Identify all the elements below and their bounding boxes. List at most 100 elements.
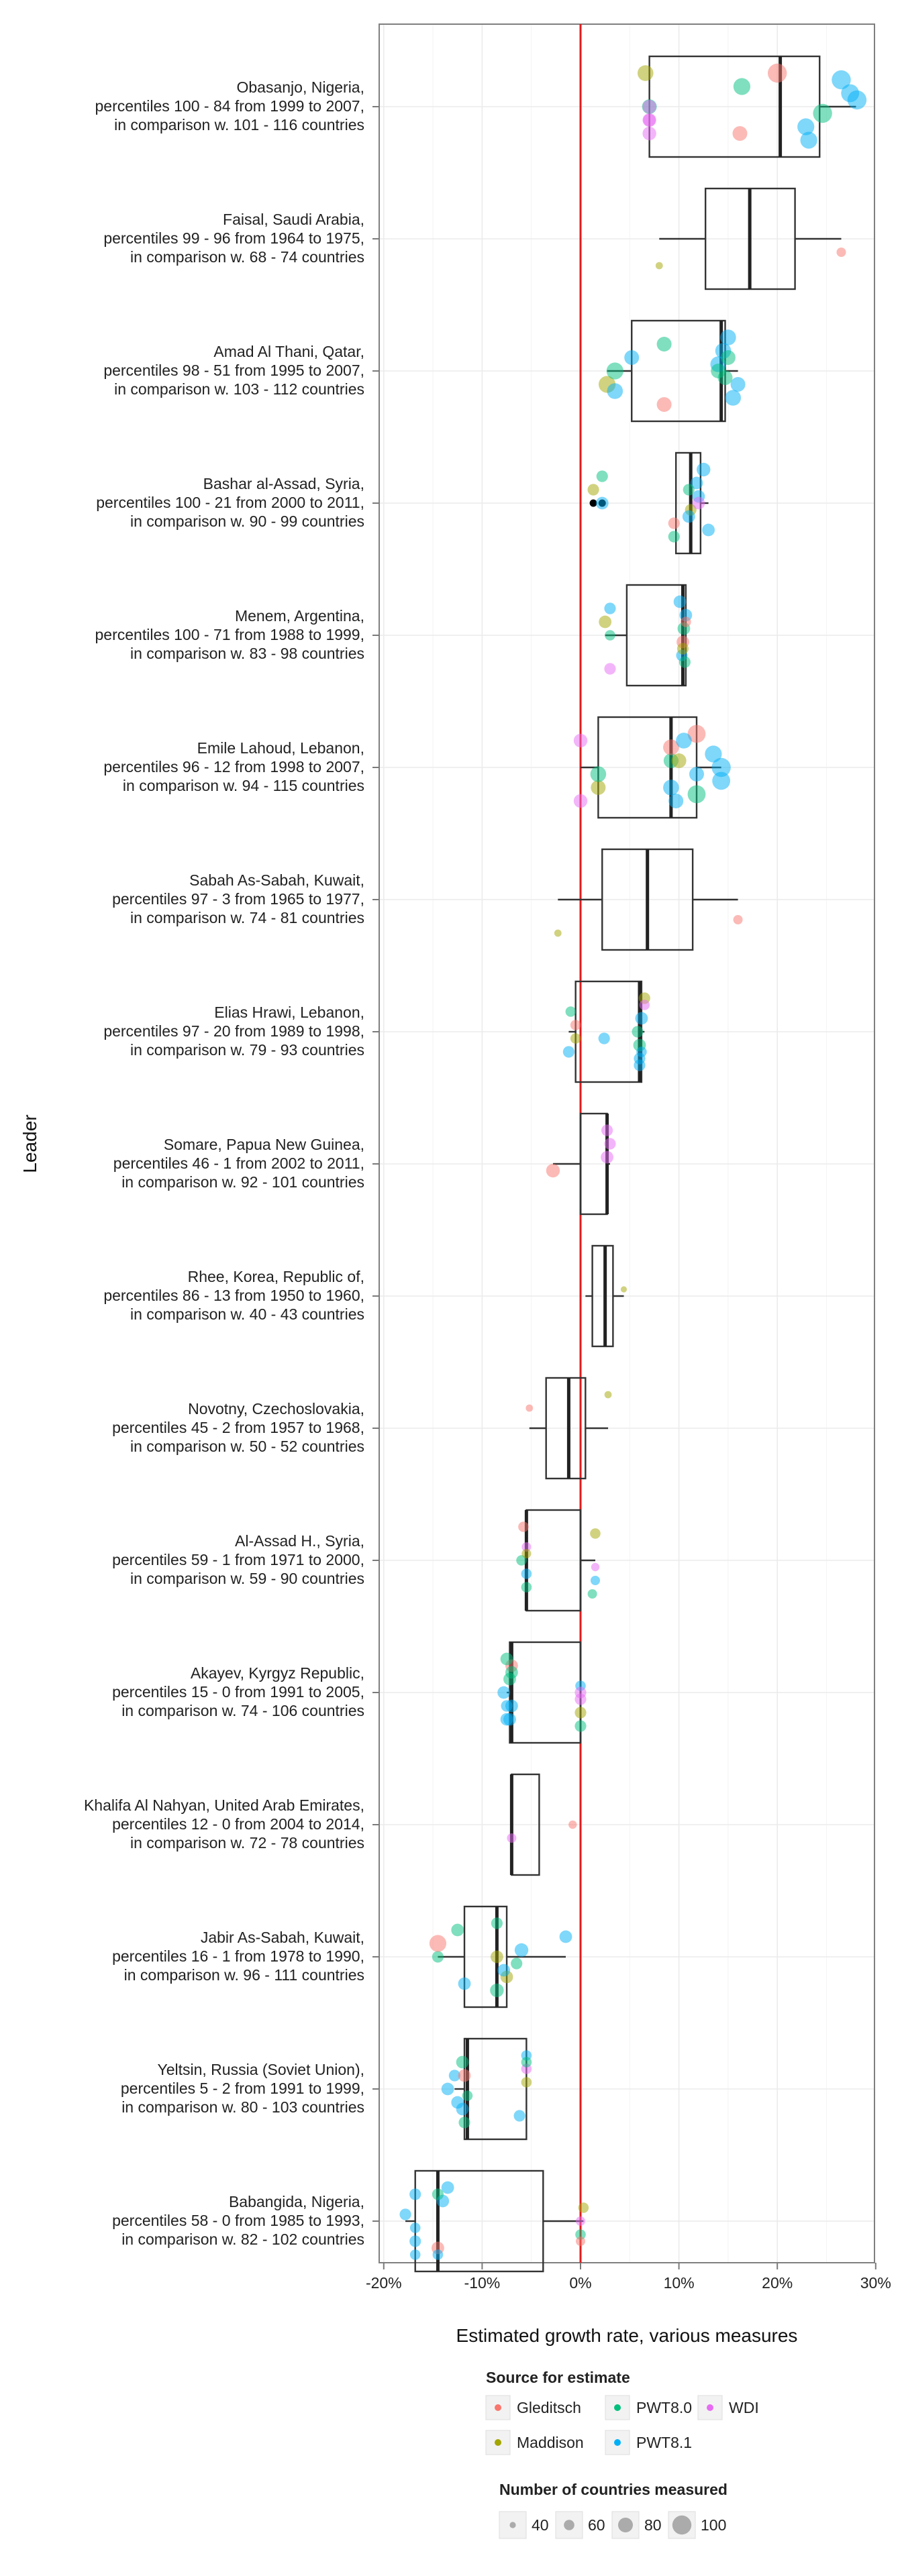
leader-label: in comparison w. 68 - 74 countries xyxy=(130,248,364,266)
estimate-point xyxy=(456,2055,469,2069)
estimate-point xyxy=(620,1286,628,1293)
x-axis: -20% -10% 0% 10% 20% 30% xyxy=(366,2263,891,2292)
legend-size-swatch xyxy=(618,2518,633,2532)
estimate-point xyxy=(573,794,588,808)
x-tick-label: -20% xyxy=(366,2274,402,2292)
estimate-point xyxy=(671,753,687,768)
estimate-point xyxy=(505,1666,518,1679)
estimate-point xyxy=(575,2229,586,2240)
legend-swatch xyxy=(614,2404,621,2411)
leader-label: percentiles 97 - 3 from 1965 to 1977, xyxy=(112,890,364,908)
estimate-point xyxy=(574,1720,587,1732)
estimate-point xyxy=(690,476,703,490)
estimate-point xyxy=(490,1950,503,1964)
estimate-point xyxy=(578,2202,589,2213)
estimate-point xyxy=(500,1652,513,1666)
estimate-point xyxy=(521,1568,532,1579)
leader-label: in comparison w. 50 - 52 countries xyxy=(130,1438,364,1455)
y-axis-title: Leader xyxy=(19,1114,40,1173)
estimate-point xyxy=(491,1917,503,1929)
estimate-point xyxy=(813,103,832,123)
estimate-point xyxy=(598,1032,610,1044)
estimate-point xyxy=(642,113,656,127)
outlier-point xyxy=(589,499,597,507)
estimate-point xyxy=(570,1033,581,1044)
estimate-point xyxy=(546,1163,560,1178)
estimate-point xyxy=(668,794,684,808)
estimate-point xyxy=(637,65,654,81)
x-tick-label: 30% xyxy=(860,2274,891,2292)
estimate-point xyxy=(604,663,616,675)
estimate-point xyxy=(642,99,656,114)
estimate-point xyxy=(836,248,846,257)
estimate-point xyxy=(521,1549,532,1558)
estimate-point xyxy=(720,329,736,345)
estimate-point xyxy=(497,1686,511,1699)
estimate-point xyxy=(451,1923,464,1937)
leader-label: percentiles 97 - 20 from 1989 to 1998, xyxy=(103,1022,364,1040)
estimate-point xyxy=(576,2216,585,2226)
estimate-point xyxy=(712,771,731,790)
estimate-point xyxy=(711,364,726,378)
estimate-point xyxy=(656,397,672,412)
estimate-point xyxy=(451,2096,464,2109)
estimate-point xyxy=(513,2110,525,2122)
leader-label: percentiles 100 - 21 from 2000 to 2011, xyxy=(96,494,364,511)
estimate-point xyxy=(458,1977,471,1990)
estimate-point xyxy=(605,630,615,641)
estimate-point xyxy=(601,1150,613,1164)
leader-label: percentiles 99 - 96 from 1964 to 1975, xyxy=(103,229,364,247)
x-tick-label: -10% xyxy=(464,2274,501,2292)
leader-label: Rhee, Korea, Republic of, xyxy=(188,1268,364,1285)
legend-size-title: Number of countries measured xyxy=(499,2481,728,2498)
estimate-point xyxy=(587,484,599,496)
estimate-point xyxy=(590,1576,600,1585)
leader-label: Novotny, Czechoslovakia, xyxy=(188,1400,364,1417)
leader-label: percentiles 16 - 1 from 1978 to 1990, xyxy=(112,1947,364,1965)
estimate-point xyxy=(606,362,623,380)
estimate-point xyxy=(591,1562,600,1572)
estimate-point xyxy=(432,2188,444,2200)
legend-label: Maddison xyxy=(517,2434,584,2451)
estimate-point xyxy=(591,780,606,795)
estimate-point xyxy=(604,1391,612,1399)
estimate-point xyxy=(525,1404,534,1412)
x-tick-label: 10% xyxy=(664,2274,695,2292)
legend-label: PWT8.0 xyxy=(636,2399,692,2416)
estimate-point xyxy=(663,739,679,755)
estimate-point xyxy=(490,1983,504,1998)
estimate-point xyxy=(503,1713,516,1726)
estimate-point xyxy=(399,2208,411,2220)
leader-label: Babangida, Nigeria, xyxy=(229,2193,364,2210)
box-iqr xyxy=(545,1377,587,1480)
estimate-point xyxy=(432,1951,444,1963)
leader-label: in comparison w. 94 - 115 countries xyxy=(123,777,364,794)
estimate-point xyxy=(458,2116,470,2129)
legend-size-label: 40 xyxy=(532,2516,549,2534)
estimate-point xyxy=(655,262,663,270)
leader-label: percentiles 59 - 1 from 1971 to 2000, xyxy=(112,1551,364,1568)
estimate-point xyxy=(562,1046,575,1058)
estimate-point xyxy=(676,733,692,749)
leader-label: in comparison w. 59 - 90 countries xyxy=(130,1570,364,1587)
estimate-point xyxy=(705,745,722,763)
leader-label: Khalifa Al Nahyan, United Arab Emirates, xyxy=(84,1796,364,1814)
estimate-point xyxy=(681,616,691,627)
estimate-point xyxy=(673,595,687,608)
leader-label: percentiles 96 - 12 from 1998 to 2007, xyxy=(103,758,364,775)
box-iqr xyxy=(591,1244,614,1348)
leader-label: Somare, Papua New Guinea, xyxy=(164,1136,364,1153)
estimate-point xyxy=(590,1528,601,1539)
estimate-point xyxy=(554,929,562,937)
leader-label: percentiles 100 - 71 from 1988 to 1999, xyxy=(95,626,364,643)
estimate-point xyxy=(521,1542,532,1552)
points xyxy=(399,63,867,2260)
box-iqr xyxy=(414,2169,544,2273)
estimate-point xyxy=(441,2181,454,2194)
plot-panel xyxy=(379,23,875,2263)
estimate-point xyxy=(642,126,656,141)
legend-size-label: 100 xyxy=(701,2516,726,2534)
estimate-point xyxy=(687,785,706,804)
estimate-point xyxy=(568,1820,577,1829)
